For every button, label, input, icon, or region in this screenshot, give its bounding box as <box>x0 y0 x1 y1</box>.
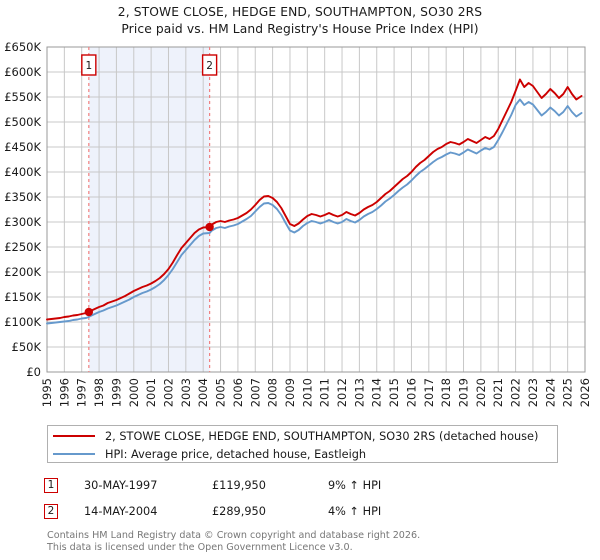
plot-frame <box>46 46 586 373</box>
x-axis-tick-label: 2021 <box>491 378 505 407</box>
sale-badge-1: 1 <box>44 477 58 493</box>
annotation-marker-box-1[interactable] <box>81 54 97 76</box>
x-axis-tick-label: 1995 <box>40 378 54 407</box>
x-axis-tick-label: 2006 <box>231 378 245 407</box>
price-history-chart[interactable]: £0 £50K £100K £150K £200K £250K £300K £350K £400… <box>0 0 600 420</box>
y-axis-tick-label: £350K <box>4 190 41 204</box>
x-axis-tick-label: 2011 <box>318 378 332 407</box>
x-axis-tick-label: 2024 <box>543 378 557 407</box>
x-axis-tick-label: 2014 <box>370 378 384 407</box>
x-axis-tick-label: 2023 <box>526 378 540 407</box>
legend-label-property: 2, STOWE CLOSE, HEDGE END, SOUTHAMPTON, … <box>105 429 539 443</box>
annotation-marker-label-2: 2 <box>206 60 213 72</box>
highlight-band <box>88 47 210 372</box>
series-line-property <box>46 78 583 321</box>
x-axis-tick-label: 2026 <box>578 378 592 407</box>
title-line-1: 2, STOWE CLOSE, HEDGE END, SOUTHAMPTON, … <box>117 5 483 19</box>
x-axis-tick-label: 2009 <box>283 378 297 407</box>
x-axis-tick-label: 2007 <box>248 378 262 407</box>
y-axis-tick-label: £250K <box>4 240 41 254</box>
y-axis-tick-label: £50K <box>12 340 42 354</box>
x-axis-tick-label: 2000 <box>127 378 141 407</box>
x-axis-tick-label: 2025 <box>561 378 575 407</box>
sales-table: 1 30-MAY-1997 £119,950 9% ↑ HPI 2 14-MAY… <box>44 472 474 524</box>
sale-point-1[interactable] <box>84 307 94 317</box>
copyright-footer: Contains HM Land Registry data © Crown c… <box>47 530 587 553</box>
legend-item-property[interactable]: 2, STOWE CLOSE, HEDGE END, SOUTHAMPTON, … <box>48 427 557 445</box>
x-axis-tick-label: 2001 <box>144 378 158 407</box>
y-axis-tick-label: £550K <box>4 90 41 104</box>
legend-swatch-hpi <box>53 453 95 455</box>
table-row[interactable]: 2 14-MAY-2004 £289,950 4% ↑ HPI <box>44 498 474 524</box>
sale-hpi-delta-2: 4% ↑ HPI <box>328 504 382 518</box>
y-axis-tick-label: £0 <box>26 365 41 379</box>
y-axis-tick-label: £600K <box>4 65 41 79</box>
y-axis-tick-label: £100K <box>4 315 41 329</box>
y-axis-tick-label: £150K <box>4 290 41 304</box>
x-axis-tick-label: 2002 <box>161 378 175 407</box>
sale-date-2: 14-MAY-2004 <box>84 504 158 518</box>
x-axis-tick-label: 1999 <box>109 378 123 407</box>
legend-item-hpi[interactable]: HPI: Average price, detached house, East… <box>48 445 557 463</box>
legend-swatch-property <box>53 435 95 437</box>
y-axis-tick-label: £300K <box>4 215 41 229</box>
x-axis-tick-label: 2020 <box>474 378 488 407</box>
sale-price-1: £119,950 <box>212 478 266 492</box>
sale-badge-2: 2 <box>44 503 58 519</box>
x-axis-tick-label: 2018 <box>439 378 453 407</box>
series-line-hpi <box>46 98 583 325</box>
sale-hpi-delta-1: 9% ↑ HPI <box>328 478 382 492</box>
y-axis-tick-label: £450K <box>4 140 41 154</box>
x-axis-tick-label: 2008 <box>266 378 280 407</box>
x-axis-tick-label: 1997 <box>75 378 89 407</box>
x-axis-tick-label: 1996 <box>57 378 71 407</box>
x-axis-tick-label: 2013 <box>352 378 366 407</box>
legend-label-hpi: HPI: Average price, detached house, East… <box>105 447 367 461</box>
x-axis-tick-label: 2004 <box>196 378 210 407</box>
y-axis-tick-label: £500K <box>4 115 41 129</box>
x-axis-tick-label: 2005 <box>214 378 228 407</box>
x-axis-tick-label: 2012 <box>335 378 349 407</box>
page-title: 2, STOWE CLOSE, HEDGE END, SOUTHAMPTON, … <box>0 4 600 38</box>
title-line-2: Price paid vs. HM Land Registry's House … <box>121 22 479 36</box>
annotation-marker-label-1: 1 <box>85 60 92 72</box>
sale-point-2[interactable] <box>205 222 214 232</box>
x-axis-tick-label: 2010 <box>300 378 314 407</box>
y-axis-tick-label: £650K <box>4 40 41 54</box>
x-axis-tick-label: 2019 <box>457 378 471 407</box>
x-axis-tick-label: 1998 <box>92 378 106 407</box>
y-axis-tick-label: £200K <box>4 265 41 279</box>
sale-date-1: 30-MAY-1997 <box>84 478 158 492</box>
x-axis-tick-label: 2015 <box>387 378 401 407</box>
x-axis-tick-label: 2003 <box>179 378 193 407</box>
chart-legend: 2, STOWE CLOSE, HEDGE END, SOUTHAMPTON, … <box>47 425 558 463</box>
x-axis-tick-label: 2022 <box>509 378 523 407</box>
sale-price-2: £289,950 <box>212 504 266 518</box>
footer-line-1: Contains HM Land Registry data © Crown c… <box>47 530 421 541</box>
x-axis-tick-label: 2017 <box>422 378 436 407</box>
y-axis-tick-label: £400K <box>4 165 41 179</box>
annotation-marker-box-2[interactable] <box>201 54 218 76</box>
footer-line-2: This data is licensed under the Open Gov… <box>47 541 353 553</box>
table-row[interactable]: 1 30-MAY-1997 £119,950 9% ↑ HPI <box>44 472 474 498</box>
x-axis-tick-label: 2016 <box>404 378 418 407</box>
